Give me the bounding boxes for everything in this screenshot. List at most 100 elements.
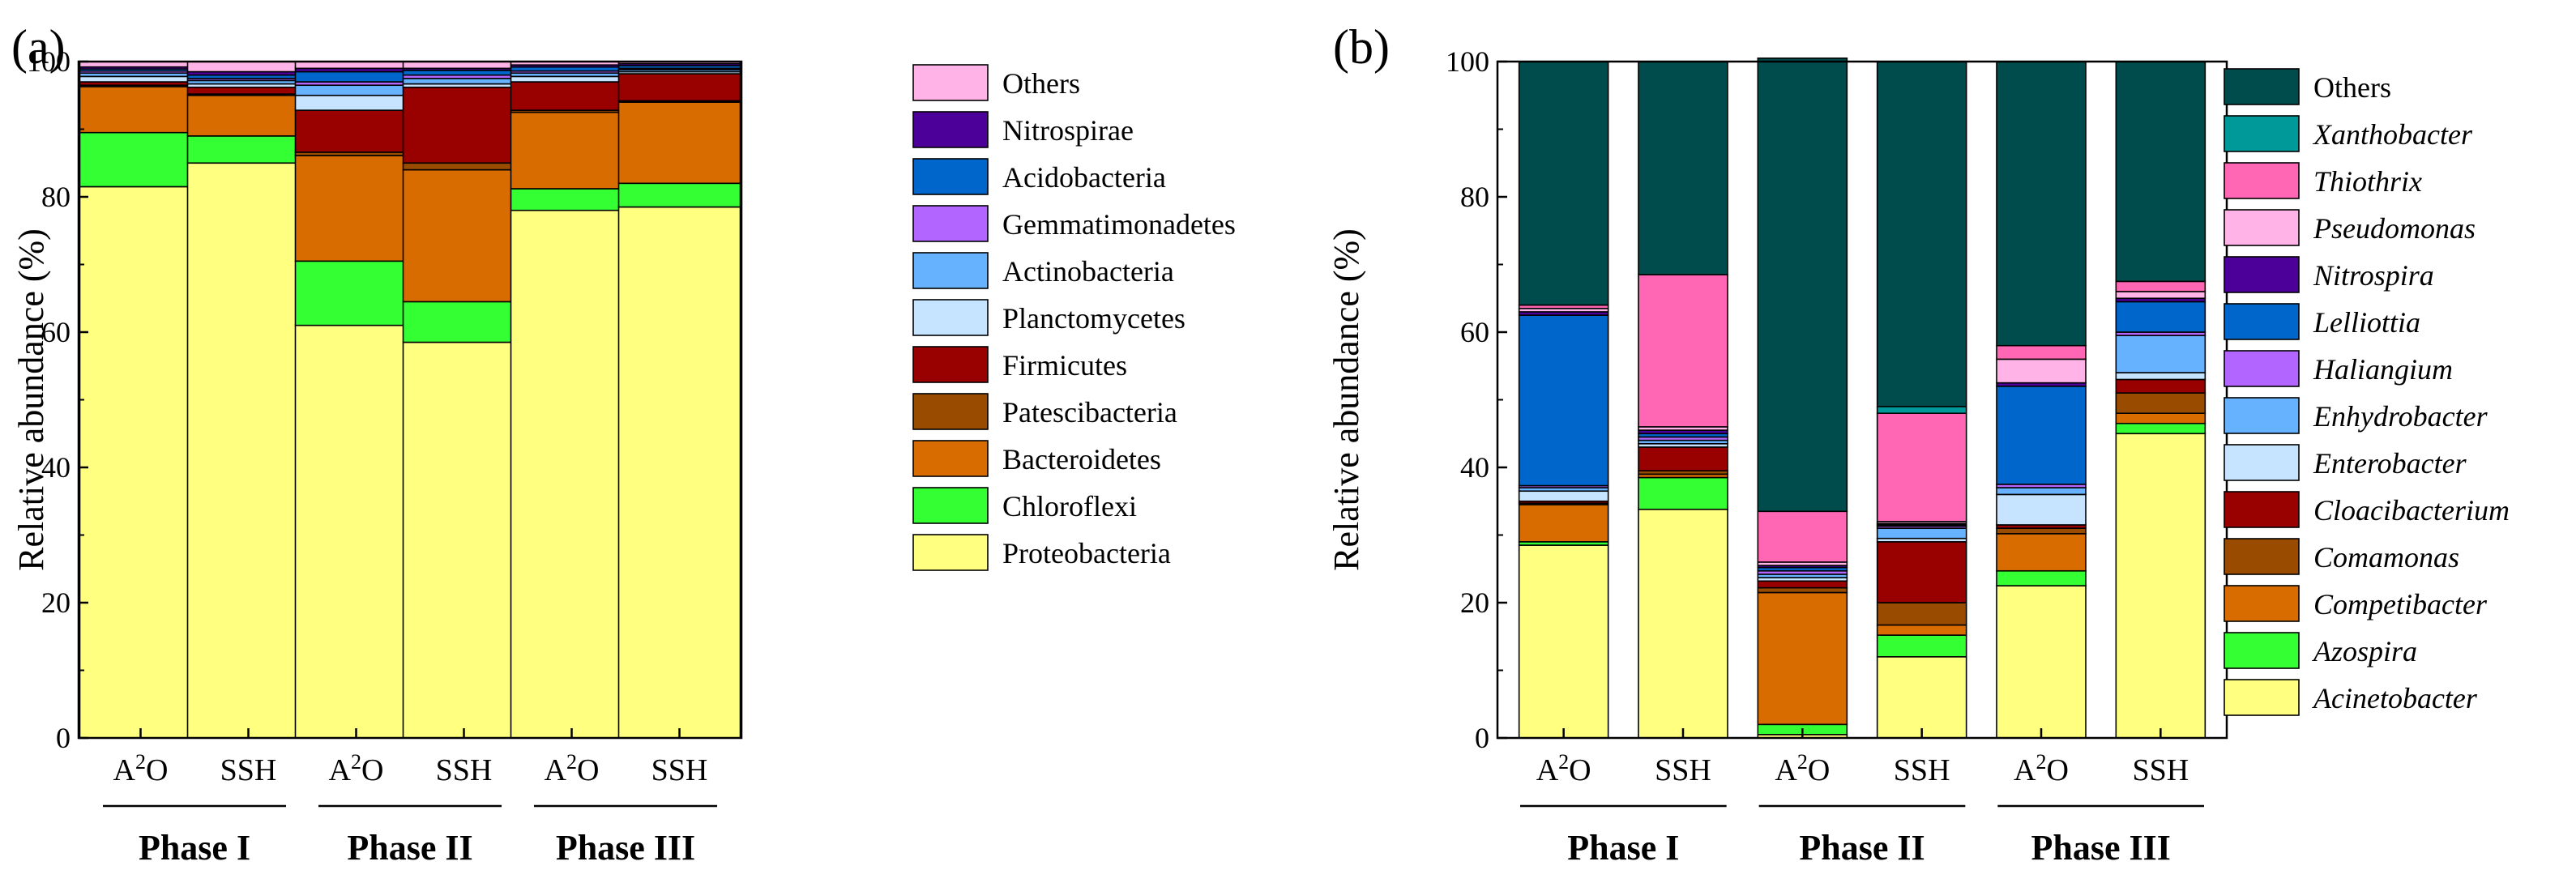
panel-a-bar-3-chloroflexi <box>294 260 418 326</box>
panel-b-bar-2-cloacibacterium <box>1638 446 1728 471</box>
panel-b-legend-swatch-cloacibacterium <box>2224 491 2300 528</box>
panel-a-bar-5-firmicutes <box>510 81 634 111</box>
panel-a-legend-swatch-chloroflexi <box>912 487 989 524</box>
panel-a-bar-4-proteobacteria <box>402 341 526 739</box>
panel-a-legend-swatch-nitrospirae <box>912 111 989 148</box>
panel-b-bar-3-competibacter <box>1757 591 1848 726</box>
panel-a-bar-1-chloroflexi <box>79 131 203 188</box>
panel-b-bar-2-others <box>1638 61 1728 275</box>
panel-a-category-label-1: A2O <box>113 750 169 787</box>
panel-b-bar-4-enhydrobacter <box>1876 527 1967 539</box>
panel-a-legend-swatch-bacteroidetes <box>912 440 989 477</box>
panel-b-y-tick-label-100: 100 <box>1446 45 1489 78</box>
panel-b-bar-2-acinetobacter <box>1638 508 1728 739</box>
panel-a-bar-4-actinobacteria <box>402 78 526 85</box>
panel-b-bar-5-thiothrix <box>1996 344 2087 360</box>
panel-b-bar-4-azospira <box>1876 634 1967 658</box>
panel-b-legend-swatch-pseudomonas <box>2224 209 2300 246</box>
panel-a-legend-label-patescibacteria: Patescibacteria <box>1002 396 1177 429</box>
panel-a-y-tick-label-60: 60 <box>41 316 70 348</box>
panel-b-legend-swatch-thiothrix <box>2224 162 2300 199</box>
panel-a-bar-1-proteobacteria <box>79 186 203 739</box>
panel-b-legend-label-haliangium: Haliangium <box>2313 353 2453 386</box>
panel-b-legend-swatch-enhydrobacter <box>2224 397 2300 434</box>
panel-b-bar-4-comamonas <box>1876 602 1967 626</box>
panel-b-legend-label-xanthobacter: Xanthobacter <box>2312 118 2473 151</box>
panel-b-y-tick-label-80: 80 <box>1460 181 1489 213</box>
panel-b-legend-swatch-xanthobacter <box>2224 115 2300 152</box>
panel-b-bar-5-lelliottia <box>1996 385 2087 485</box>
panel-a-group-label-phase-ii: Phase II <box>347 828 472 868</box>
panel-b-legend-swatch-nitrospira <box>2224 256 2300 293</box>
panel-b-legend-label-cloacibacterium: Cloacibacterium <box>2313 494 2510 527</box>
panel-b-legend-label-enhydrobacter: Enhydrobacter <box>2313 400 2488 433</box>
panel-b-legend-swatch-competibacter <box>2224 585 2300 622</box>
panel-a-y-tick-label-100: 100 <box>27 45 70 78</box>
panel-b-legend-label-azospira: Azospira <box>2312 635 2417 667</box>
panel-b-legend-label-enterobacter: Enterobacter <box>2313 447 2467 480</box>
panel-b-group-label-phase-ii: Phase II <box>1799 828 1925 868</box>
panel-b-legend-label-acinetobacter: Acinetobacter <box>2312 682 2478 714</box>
panel-a-category-label-2: SSH <box>220 753 277 787</box>
panel-b-bar-4-cloacibacterium <box>1876 541 1967 603</box>
panel-b-bar-3-cloacibacterium <box>1757 580 1848 589</box>
panel-b-bar-4-acinetobacter <box>1876 655 1967 739</box>
panel-b-legend-label-thiothrix: Thiothrix <box>2313 165 2422 198</box>
panel-b-bar-4-thiothrix <box>1876 412 1967 522</box>
panel-b-bar-1-enterobacter <box>1518 490 1609 502</box>
panel-a-legend-label-firmicutes: Firmicutes <box>1002 349 1127 382</box>
panel-b-bar-5-pseudomonas <box>1996 358 2087 384</box>
panel-b-bar-4-competibacter <box>1876 624 1967 636</box>
panel-a-legend-label-others: Others <box>1002 67 1080 100</box>
panel-a-group-label-phase-i: Phase I <box>139 828 250 868</box>
panel-b-category-label-2: SSH <box>1655 753 1711 787</box>
panel-b-bar-5-enhydrobacter <box>1996 487 2087 496</box>
panel-a-y-tick-label-20: 20 <box>41 586 70 619</box>
panel-a-chart: (a) Relative abundance (%) 0 20 40 60 80 100 A2O… <box>11 20 1236 868</box>
panel-b-bar-5-enterobacter <box>1996 493 2087 526</box>
panel-a-bar-4-bacteroidetes <box>402 168 526 303</box>
panel-a-bar-3-others <box>294 61 418 70</box>
panel-a-bar-1-bacteroidetes <box>79 86 203 134</box>
panel-a-label: (a) <box>11 20 66 74</box>
panel-b-y-axis-title: Relative abundance (%) <box>1326 228 1366 571</box>
panel-b-group-label-phase-iii: Phase III <box>2031 828 2170 868</box>
panel-b-legend-label-comamonas: Comamonas <box>2313 541 2459 574</box>
panel-b-bar-6-competibacter <box>2115 412 2206 424</box>
panel-b-label: (b) <box>1333 20 1390 74</box>
panel-a-legend-label-chloroflexi: Chloroflexi <box>1002 490 1137 522</box>
panel-b-bar-3-comamonas <box>1757 586 1848 594</box>
panel-b-bar-5-competibacter <box>1996 533 2087 572</box>
panel-b-bar-6-enterobacter <box>2115 372 2206 381</box>
panel-a-legend-swatch-gemmatimonadetes <box>912 205 989 242</box>
panel-a-legend-swatch-actinobacteria <box>912 252 989 289</box>
panel-a-bar-5-proteobacteria <box>510 209 634 739</box>
panel-b-category-label-5: A2O <box>2014 750 2069 787</box>
panel-b-bar-1-acinetobacter <box>1518 544 1609 739</box>
panel-b-bar-4-xanthobacter <box>1876 406 1967 415</box>
panel-a-legend-label-bacteroidetes: Bacteroidetes <box>1002 443 1161 475</box>
panel-b-category-label-4: SSH <box>1894 753 1950 787</box>
panel-b-bar-5-others <box>1996 61 2087 347</box>
panel-b-y-tick-label-40: 40 <box>1460 451 1489 484</box>
panel-a-category-label-6: SSH <box>651 753 708 787</box>
panel-a-bar-3-firmicutes <box>294 109 418 153</box>
panel-b-bar-1-others <box>1518 61 1609 306</box>
panel-b-legend-label-others: Others <box>2313 71 2391 104</box>
panel-a-bar-3-bacteroidetes <box>294 155 418 262</box>
panel-a-bar-5-chloroflexi <box>510 188 634 211</box>
panel-b-bar-5-acinetobacter <box>1996 585 2087 739</box>
panel-b-bar-1-competibacter <box>1518 504 1609 543</box>
panel-a-legend-label-acidobacteria: Acidobacteria <box>1002 161 1166 194</box>
panel-a-bar-4-patescibacteria <box>402 162 526 171</box>
panel-b-y-tick-label-20: 20 <box>1460 586 1489 619</box>
panel-b-bar-2-thiothrix <box>1638 274 1728 428</box>
panel-a-bar-3-actinobacteria <box>294 84 418 96</box>
panel-b-legend-label-nitrospira: Nitrospira <box>2313 259 2434 292</box>
panel-a-bar-4-acidobacteria <box>402 70 526 76</box>
panel-b-legend-swatch-azospira <box>2224 632 2300 669</box>
panel-a-y-axis-title: Relative abundance (%) <box>11 228 51 571</box>
panel-a-legend-swatch-acidobacteria <box>912 158 989 195</box>
panel-b-bar-3-others <box>1757 58 1848 513</box>
